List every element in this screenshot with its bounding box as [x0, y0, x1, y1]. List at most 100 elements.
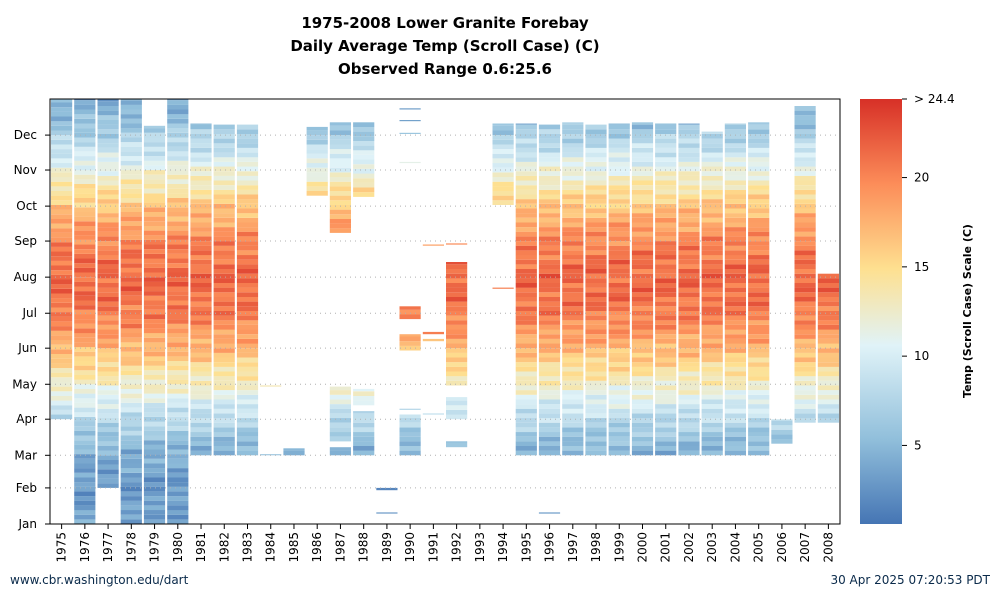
heatmap-cell	[655, 306, 677, 311]
heatmap-cell	[562, 334, 584, 339]
heatmap-cell	[51, 195, 73, 201]
heatmap-cell	[655, 320, 677, 325]
heatmap-cell	[446, 273, 468, 279]
heatmap-cell	[167, 468, 189, 473]
x-tick-label: 1992	[450, 532, 464, 563]
heatmap-cell	[353, 441, 375, 446]
heatmap-cell	[213, 203, 235, 209]
heatmap-cell	[562, 166, 584, 172]
heatmap-cell	[143, 412, 166, 417]
heatmap-cell	[97, 166, 119, 172]
heatmap-cell	[167, 337, 189, 343]
heatmap-cell	[236, 250, 259, 256]
heatmap-cell	[608, 338, 630, 344]
heatmap-cell	[329, 181, 351, 187]
heatmap-cell	[678, 203, 700, 209]
heatmap-cell	[585, 259, 607, 265]
heatmap-cell	[190, 287, 212, 293]
heatmap-cell	[143, 235, 166, 240]
heatmap-cell	[213, 245, 235, 251]
heatmap-cell	[97, 110, 119, 116]
heatmap-cell	[562, 269, 584, 274]
heatmap-cell	[515, 264, 537, 269]
heatmap-cell	[631, 441, 654, 446]
heatmap-cell	[236, 348, 259, 353]
heatmap-cell	[678, 185, 700, 190]
heatmap-cell	[51, 405, 73, 410]
footer-timestamp: 30 Apr 2025 07:20:53 PDT	[830, 573, 990, 587]
heatmap-cell	[446, 397, 468, 401]
heatmap-cell	[608, 157, 630, 162]
heatmap-cell	[515, 352, 537, 358]
heatmap-cell	[329, 177, 351, 182]
heatmap-cell	[143, 193, 166, 198]
heatmap-cell	[701, 278, 723, 283]
heatmap-cell	[190, 404, 212, 409]
heatmap-cell	[562, 213, 584, 218]
heatmap-cell	[724, 213, 746, 218]
heatmap-cell	[608, 250, 630, 256]
heatmap-cell	[748, 352, 770, 358]
heatmap-cell	[701, 390, 723, 395]
heatmap-cell	[515, 166, 537, 172]
heatmap-cell	[538, 227, 561, 232]
heatmap-cell	[585, 185, 607, 190]
heatmap-cell	[353, 388, 375, 392]
heatmap-cell	[213, 418, 235, 423]
heatmap-cell	[97, 115, 119, 120]
heatmap-cell	[74, 104, 96, 110]
heatmap-cell	[120, 412, 142, 417]
heatmap-cell	[143, 225, 166, 231]
heatmap-cell	[167, 281, 189, 287]
heatmap-cell	[97, 189, 119, 195]
heatmap-cell	[585, 245, 607, 251]
heatmap-cell	[329, 158, 351, 164]
heatmap-cell	[353, 136, 375, 141]
heatmap-cell	[51, 158, 73, 164]
heatmap-cell	[306, 191, 328, 196]
heatmap-cell	[376, 487, 398, 491]
footer-url[interactable]: www.cbr.washington.edu/dart	[10, 573, 189, 587]
heatmap-cell	[492, 200, 514, 205]
heatmap-cell	[585, 436, 607, 442]
heatmap-cell	[515, 338, 537, 344]
heatmap-cell	[120, 146, 142, 152]
heatmap-cell	[446, 442, 468, 448]
heatmap-cell	[353, 178, 375, 183]
heatmap-cell	[701, 436, 723, 442]
heatmap-cell	[236, 194, 259, 200]
heatmap-cell	[608, 175, 630, 181]
heatmap-cell	[724, 241, 746, 246]
heatmap-cell	[190, 185, 212, 190]
heatmap-cell	[608, 427, 630, 433]
heatmap-cell	[446, 306, 468, 311]
heatmap-cell	[794, 385, 816, 391]
heatmap-cell	[51, 279, 73, 285]
heatmap-cell	[538, 213, 561, 218]
heatmap-cell	[608, 208, 630, 214]
heatmap-cell	[515, 138, 537, 144]
heatmap-cell	[74, 496, 96, 501]
heatmap-cell	[817, 287, 839, 293]
heatmap-cell	[120, 319, 142, 324]
heatmap-cell	[143, 440, 166, 445]
heatmap-cell	[74, 225, 96, 231]
heatmap-cell	[655, 450, 677, 456]
heatmap-cell	[143, 351, 166, 357]
heatmap-cell	[817, 324, 839, 330]
heatmap-cell	[236, 264, 259, 269]
heatmap-cell	[167, 314, 189, 320]
heatmap-cell	[236, 446, 259, 451]
heatmap-cell	[51, 307, 73, 313]
heatmap-cell	[236, 231, 259, 237]
heatmap-cell	[74, 463, 96, 469]
heatmap-cell	[748, 157, 770, 162]
heatmap-cell	[794, 320, 816, 325]
heatmap-cell	[701, 413, 723, 419]
heatmap-cell	[794, 171, 816, 176]
heatmap-cell	[748, 371, 770, 377]
heatmap-cell	[446, 310, 468, 316]
heatmap-cell	[143, 430, 166, 436]
heatmap-cell	[236, 189, 259, 195]
heatmap-cell	[655, 296, 677, 302]
